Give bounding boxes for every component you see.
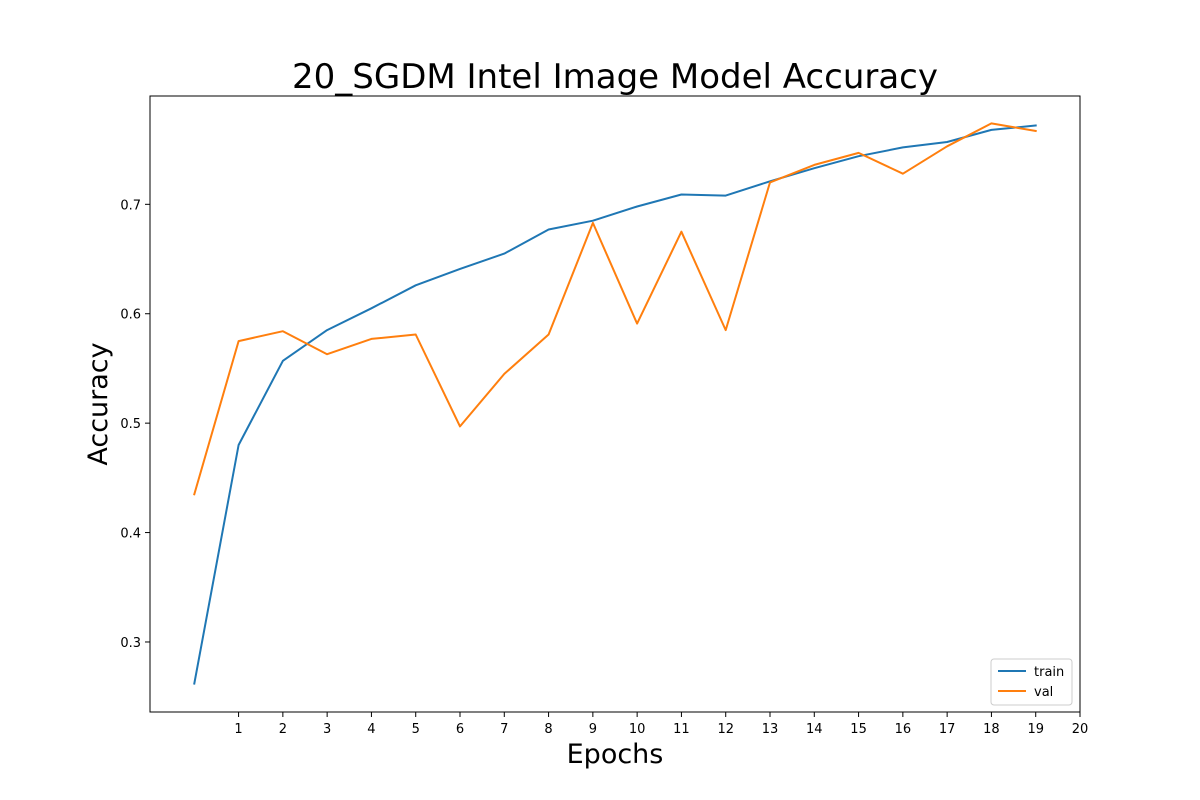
x-tick-label: 11 bbox=[673, 722, 690, 737]
x-tick-label: 7 bbox=[500, 722, 508, 737]
x-tick-label: 4 bbox=[367, 722, 375, 737]
x-tick-label: 15 bbox=[850, 722, 867, 737]
x-tick-label: 16 bbox=[895, 722, 912, 737]
series-lines bbox=[193, 122, 1037, 685]
legend-label-val: val bbox=[1034, 685, 1053, 700]
series-line-train bbox=[193, 124, 1037, 685]
legend: train val bbox=[990, 658, 1073, 706]
x-tick-label: 13 bbox=[762, 722, 779, 737]
y-tick-label: 0.3 bbox=[120, 636, 141, 651]
x-tick-label: 1 bbox=[234, 722, 242, 737]
legend-label-train: train bbox=[1034, 665, 1064, 680]
x-tick-label: 19 bbox=[1027, 722, 1044, 737]
x-tick-label: 12 bbox=[717, 722, 734, 737]
chart-title: 20_SGDM Intel Image Model Accuracy bbox=[292, 57, 938, 97]
y-tick-label: 0.4 bbox=[120, 527, 141, 542]
plot-area bbox=[149, 95, 1081, 713]
x-tick-label: 3 bbox=[323, 722, 331, 737]
x-tick-label: 5 bbox=[412, 722, 420, 737]
y-tick-label: 0.7 bbox=[120, 198, 141, 213]
x-tick-label: 9 bbox=[589, 722, 597, 737]
y-axis-ticks: 0.3 0.4 0.5 0.6 0.7 bbox=[120, 198, 150, 651]
series-line-val bbox=[193, 122, 1037, 496]
y-tick-label: 0.6 bbox=[120, 308, 141, 323]
y-axis-label: Accuracy bbox=[83, 342, 114, 465]
y-tick-label: 0.5 bbox=[120, 417, 141, 432]
x-tick-label: 6 bbox=[456, 722, 464, 737]
x-tick-label: 18 bbox=[983, 722, 1000, 737]
x-tick-label: 14 bbox=[806, 722, 823, 737]
x-axis-ticks: 1 2 3 4 5 6 7 8 9 10 11 12 13 14 15 16 17 18 19 20 bbox=[234, 712, 1088, 737]
x-tick-label: 2 bbox=[279, 722, 287, 737]
x-axis-label: Epochs bbox=[567, 739, 664, 770]
x-tick-label: 20 bbox=[1072, 722, 1089, 737]
x-tick-label: 17 bbox=[939, 722, 956, 737]
x-tick-label: 10 bbox=[629, 722, 646, 737]
x-tick-label: 8 bbox=[544, 722, 552, 737]
